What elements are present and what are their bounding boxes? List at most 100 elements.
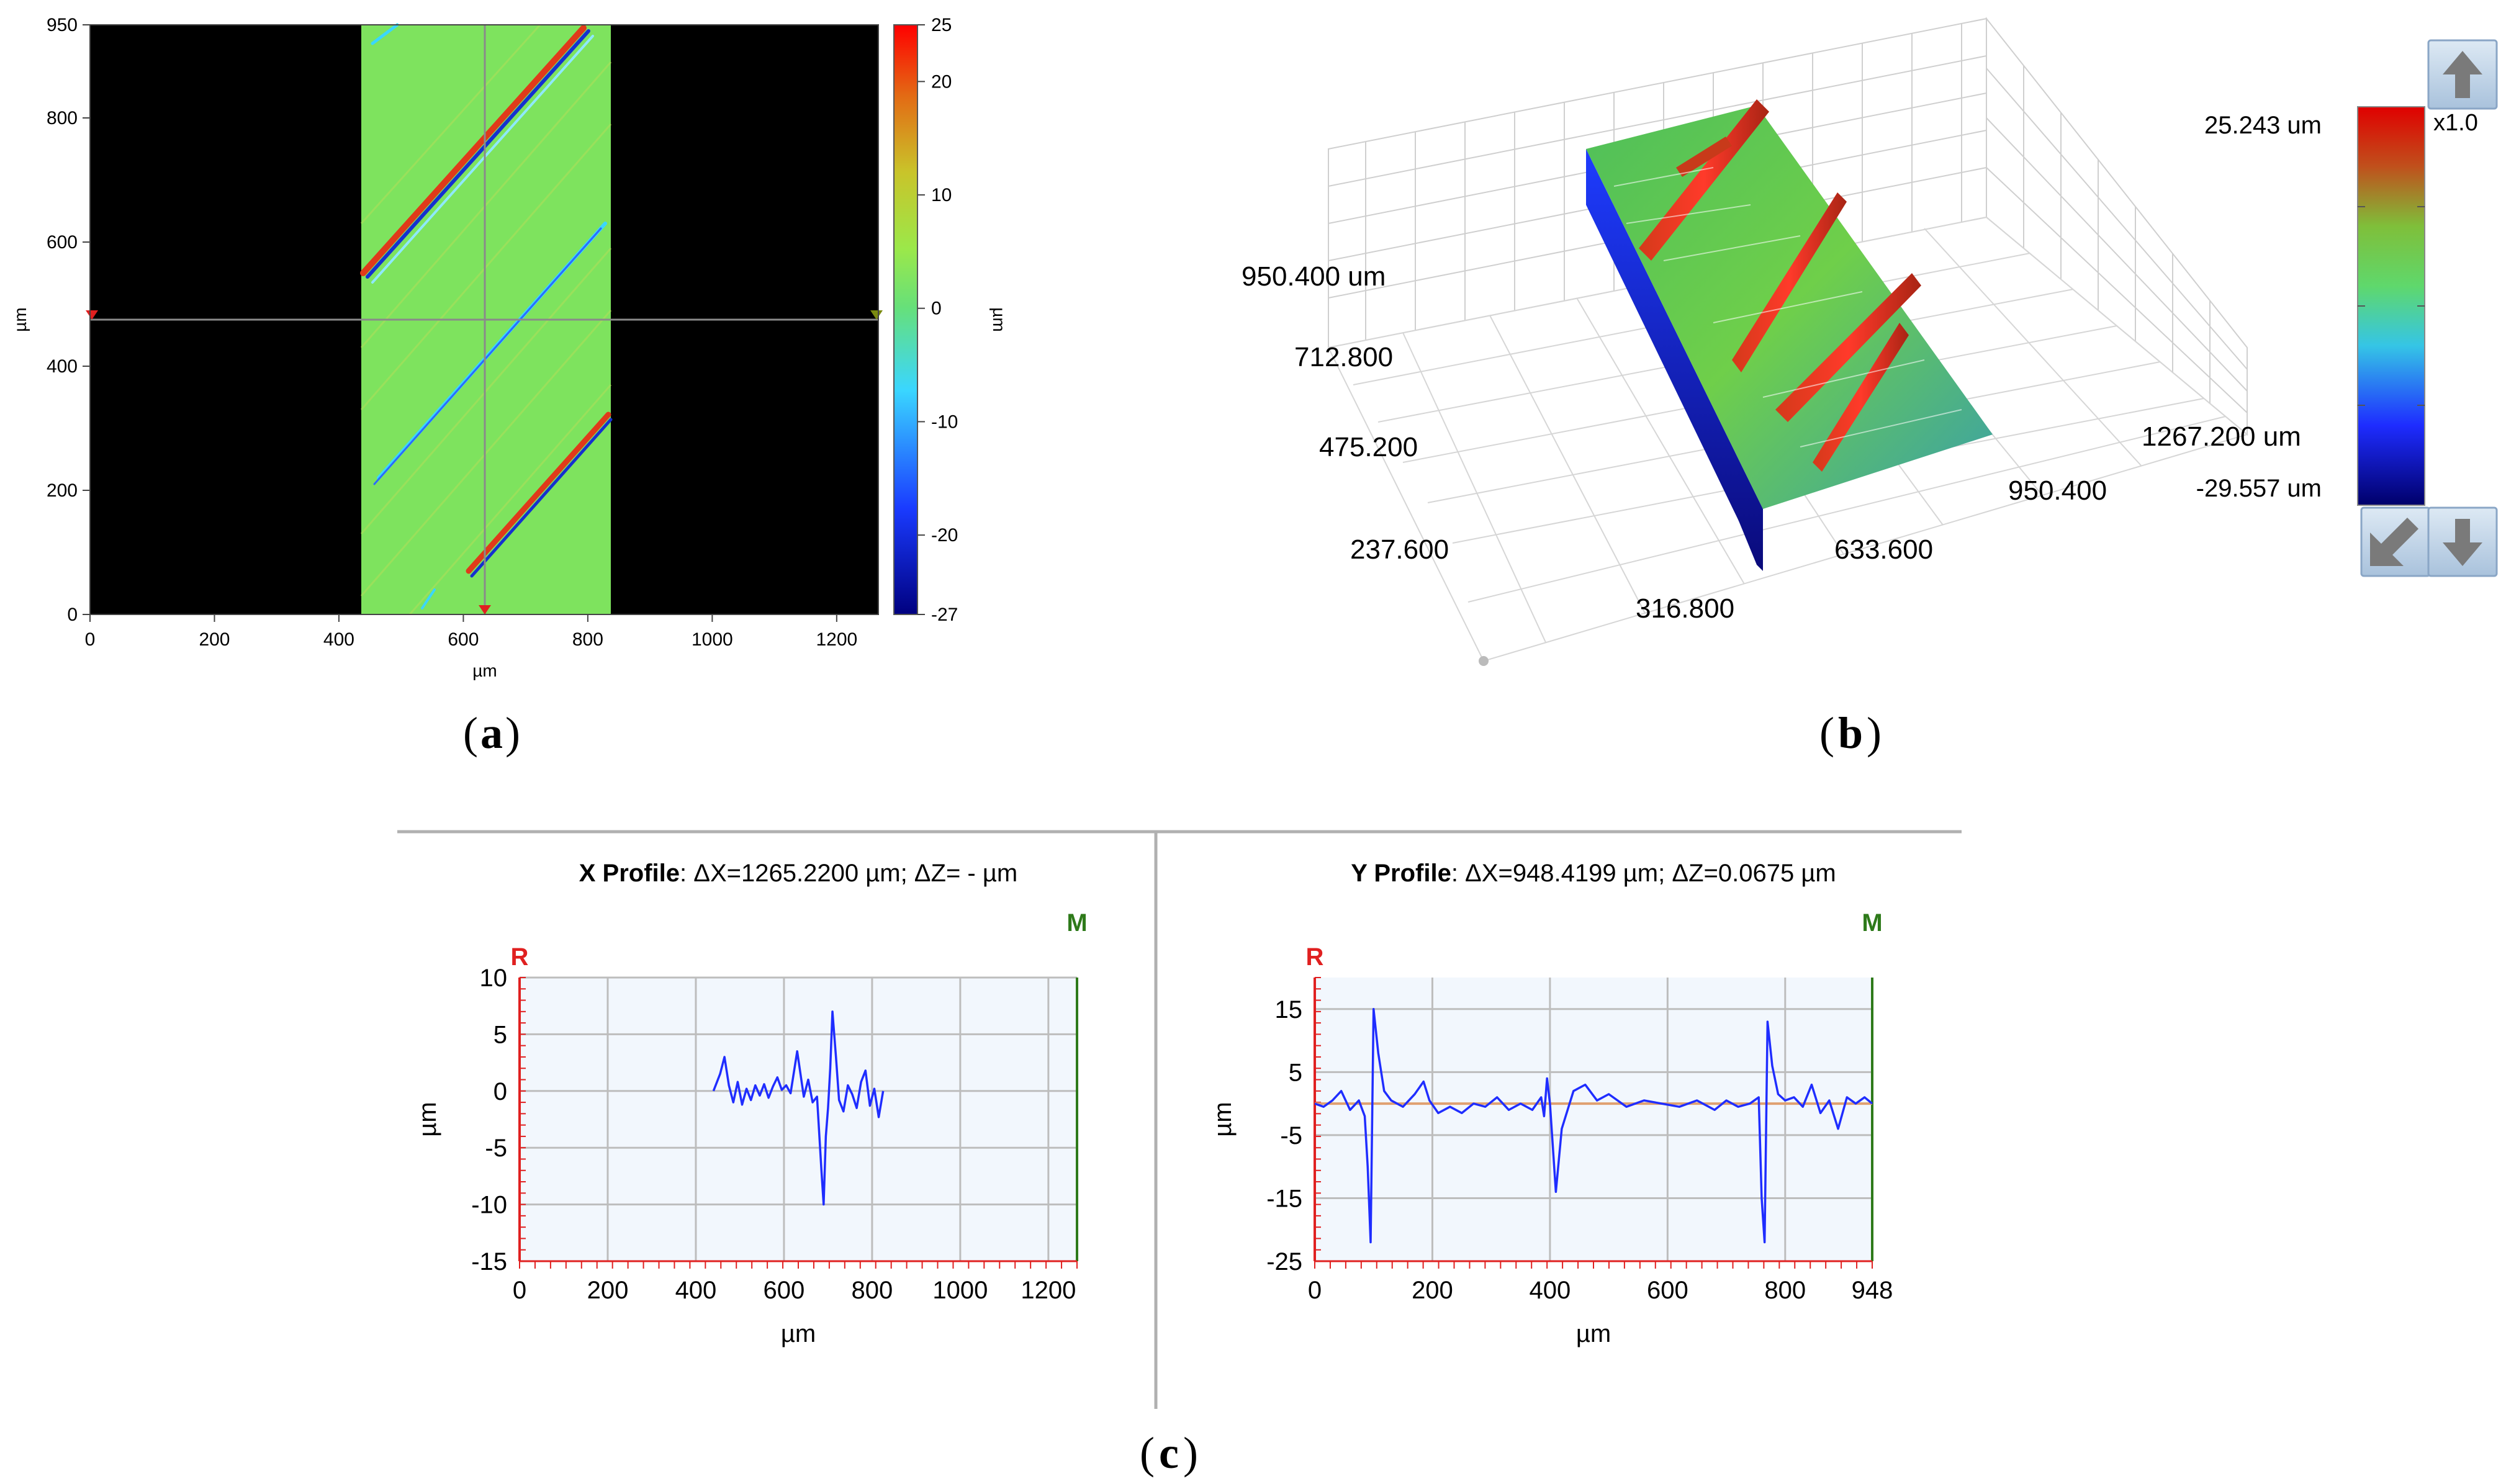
measure-marker-label: M [1862,909,1882,937]
profile-title-name: X Profile [579,860,680,887]
arrow-down-icon [2443,519,2482,566]
map-x-tick-label: 400 [323,629,354,650]
map-y-tick-label: 800 [47,108,78,128]
3d-axis-label-4: 316.800 [1636,593,1734,624]
panel-c-label: c [1159,1428,1179,1478]
y-profile-chart: Y Profile: ΔX=948.4199 µm; ΔZ=0.0675 µm R… [1209,860,1893,1347]
3d-colorbar-max: 25.243 um [2204,112,2322,139]
profile-y-tick-label: 15 [1275,996,1303,1023]
profile-plot-area [1315,978,1872,1261]
arrow-down-left-icon [2370,518,2418,566]
crosshair-marker-right[interactable] [870,310,883,320]
3d-colorbar-ticks [2358,206,2425,406]
profile-title-detail: : ΔX=1265.2200 µm; ΔZ= - µm [680,860,1017,887]
arrow-down-button[interactable] [2427,506,2498,577]
map-colorbar-tick-label: 10 [931,185,952,205]
3d-axis-label-5: 633.600 [1834,534,1933,565]
map-x-tick-label: 1200 [816,629,857,650]
3d-axis-label-6: 950.400 [2008,475,2107,506]
panel-c-profiles: X Profile: ΔX=1265.2200 µm; ΔZ= - µm R M 10… [397,830,1962,1478]
profile-x-tick-label: 0 [1308,1277,1322,1304]
surface-front-wall [1586,149,1763,571]
map-x-tick-label: 800 [572,629,603,650]
profile-x-tick-label: 948 [1852,1277,1893,1304]
3d-origin-dot [1479,656,1489,666]
panel-b-label: b [1838,708,1863,758]
profile-x-tick-label: 200 [1412,1277,1453,1304]
map-y-tick-label: 600 [47,232,78,253]
map-y-tick-label: 200 [47,480,78,501]
profile-x-tick-label: 400 [1530,1277,1571,1304]
crosshair-marker-bottom[interactable] [479,605,491,614]
profile-x-tick-label: 1000 [932,1277,988,1304]
profile-y-tick-label: 5 [1289,1059,1302,1086]
profile-title: X Profile: ΔX=1265.2200 µm; ΔZ= - µm [579,860,1017,887]
profile-y-axis-label: µm [1209,1102,1237,1136]
profile-x-axis-label: µm [1576,1320,1611,1347]
profile-y-tick-label: -25 [1266,1248,1302,1275]
panel-a-label-close: ) [505,708,520,758]
3d-axis-label-0: 950.400 um [1242,261,1386,292]
3d-axis-label-1: 712.800 [1294,342,1393,372]
reference-marker-label: R [1306,943,1324,971]
profile-y-tick-label: 5 [494,1021,507,1048]
map-colorbar-tick-label: 0 [931,299,942,319]
profile-y-tick-label: -5 [485,1135,507,1162]
map-x-tick-label: 600 [448,629,479,650]
x-profile-chart: X Profile: ΔX=1265.2200 µm; ΔZ= - µm R M 10… [414,860,1088,1347]
profile-title: Y Profile: ΔX=948.4199 µm; ΔZ=0.0675 µm [1351,860,1836,887]
3d-scale-label: x1.0 [2433,110,2478,136]
arrow-up-button[interactable] [2427,39,2498,110]
3d-colorbar-min: -29.557 um [2196,475,2322,502]
map-x-tick-label: 0 [85,629,96,650]
profile-y-tick-label: -5 [1280,1122,1302,1149]
profile-x-tick-label: 0 [513,1277,526,1304]
profile-y-tick-label: -15 [471,1248,507,1275]
profile-series-line [1314,1008,1873,1244]
map-y-tick-label: 400 [47,356,78,377]
profile-x-tick-label: 800 [852,1277,893,1304]
panel-b-label-close: ) [1867,708,1882,758]
map-colorbar [893,24,918,615]
profile-title-name: Y Profile [1351,860,1451,887]
map-colorbar-tick-label: -10 [931,411,958,432]
map-colorbar-tick-label: -20 [931,525,958,546]
profile-y-axis-label: µm [414,1102,441,1136]
panel-a-label-open: ( [463,708,478,758]
scratch-lines [360,23,613,609]
3d-colorbar [2357,106,2425,506]
map-x-axis-label: µm [472,661,497,680]
profile-x-axis-label: µm [781,1320,816,1347]
panel-b-label-open: ( [1819,708,1834,758]
reference-marker-label: R [511,943,529,971]
map-y-tick-label: 0 [67,605,78,625]
profile-x-tick-label: 600 [1647,1277,1688,1304]
profile-x-tick-label: 1200 [1021,1277,1076,1304]
profile-y-tick-label: 10 [480,965,508,992]
map-x-ticks: 0 200 400 600 800 1000 1200 [85,614,857,650]
profile-x-tick-label: 200 [587,1277,629,1304]
map-colorbar-tick-label: 25 [931,15,952,35]
arrow-diagonal-button[interactable] [2360,506,2431,577]
3d-axis-label-3: 237.600 [1350,534,1449,565]
profile-series-line [712,1010,885,1206]
3d-axis-label-2: 475.200 [1319,432,1418,462]
map-colorbar-ticks: 25 20 10 0 -10 -20 -27 [917,15,958,625]
map-frame [89,24,879,615]
3d-axis-label-7: 1267.200 um [2142,421,2301,452]
profile-y-tick-label: -15 [1266,1185,1302,1212]
surface-texture [1613,167,1962,447]
profile-plot-area [520,978,1077,1261]
profile-title-detail: : ΔX=948.4199 µm; ΔZ=0.0675 µm [1451,860,1836,887]
surface-ridges [1639,99,1921,472]
map-y-tick-label: 950 [47,15,78,35]
profile-x-tick-label: 800 [1764,1277,1806,1304]
crosshair-marker-left[interactable] [86,310,98,320]
panel-a-label: a [480,708,503,758]
arrow-up-icon [2443,51,2482,98]
map-y-axis-label: µm [11,307,30,331]
map-colorbar-label: µm [989,307,1009,331]
measure-marker-label: M [1066,909,1087,937]
